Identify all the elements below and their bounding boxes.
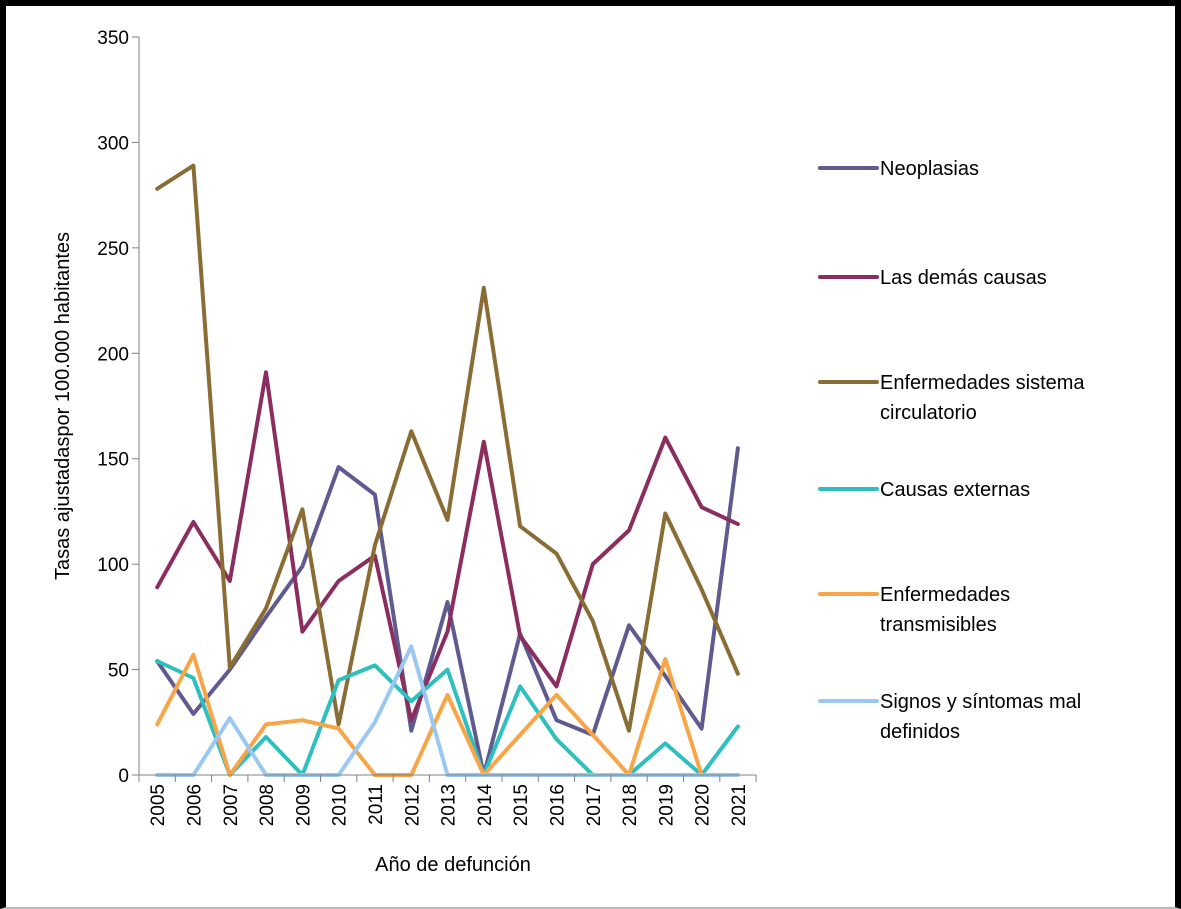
series-line-5 — [155, 652, 740, 777]
legend-label: Causas externas — [880, 479, 1030, 501]
y-axis-title: Tasas ajustadaspor 100.000 habitantes — [52, 232, 74, 580]
x-tick-label: 2014 — [475, 784, 496, 827]
x-tick-label: 2017 — [584, 784, 605, 826]
x-tick-label: 2009 — [293, 784, 314, 826]
x-tick-label: 2010 — [330, 784, 351, 826]
x-axis-title: Año de defunción — [375, 854, 531, 876]
x-tick-label: 2020 — [693, 784, 714, 826]
x-tick-label: 2008 — [257, 784, 278, 826]
legend-label: Enfermedades sistema circulatorio — [880, 372, 1085, 424]
x-tick-label: 2018 — [620, 784, 641, 826]
x-tick-label: 2013 — [439, 784, 460, 826]
series-line-4 — [155, 659, 740, 777]
y-tick-label: 350 — [97, 28, 129, 49]
axes-layer: 0 50 100 150 200 250 300 350 2005 2006 2007 2008 200… — [97, 28, 757, 827]
legend-label: Neoplasias — [880, 158, 979, 180]
x-tick-label: 2021 — [729, 784, 750, 826]
x-tick-label: 2015 — [511, 784, 532, 826]
x-tick-label: 2005 — [148, 784, 169, 826]
series-line-2 — [155, 370, 740, 723]
y-tick-label: 0 — [118, 766, 129, 787]
legend-label: Signos y síntomas mal definidos — [880, 691, 1081, 743]
series-line-3 — [155, 163, 740, 733]
y-tick-label: 300 — [97, 133, 129, 154]
x-tick-label: 2016 — [547, 784, 568, 826]
y-tick-label: 200 — [97, 344, 129, 365]
y-tick-label: 100 — [97, 555, 129, 576]
legend: Neoplasias Las demás causas Enfermedades s… — [818, 158, 1085, 743]
x-tick-label: 2019 — [656, 784, 677, 826]
x-tick-label: 2012 — [402, 784, 423, 826]
legend-label: Las demás causas — [880, 267, 1047, 289]
y-tick-label: 250 — [97, 239, 129, 260]
x-tick-label: 2011 — [366, 784, 387, 825]
x-tick-label: 2007 — [221, 784, 242, 826]
y-tick-label: 150 — [97, 450, 129, 471]
x-tick-label: 2006 — [184, 784, 205, 826]
legend-label: Enfermedades transmisibles — [880, 584, 1010, 636]
series-line-1 — [155, 446, 740, 777]
series-layer — [155, 163, 740, 777]
y-tick-label: 50 — [108, 661, 129, 682]
